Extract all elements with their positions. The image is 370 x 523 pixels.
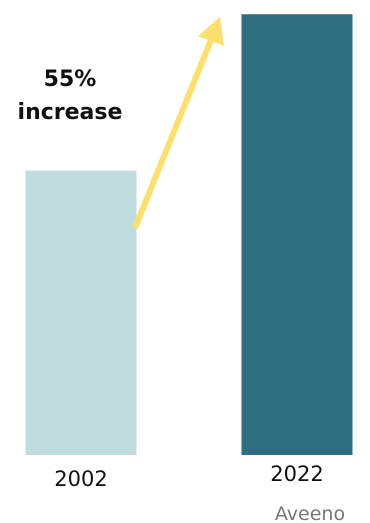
x-tick-label-2002: 2002 xyxy=(54,467,107,491)
annotation-increase: increase xyxy=(18,100,123,125)
up-arrow-icon xyxy=(198,17,224,46)
increase-arrow xyxy=(132,17,224,230)
x-axis-ticks: 2002 2022 xyxy=(54,462,323,491)
bar-2002 xyxy=(25,170,137,455)
source-label: Aveeno xyxy=(275,503,345,523)
x-tick-label-2022: 2022 xyxy=(270,462,323,486)
bar-2022 xyxy=(241,14,353,455)
bars-group xyxy=(25,14,353,455)
arrow-shaft xyxy=(132,38,214,230)
annotation-percent: 55% xyxy=(44,67,97,92)
